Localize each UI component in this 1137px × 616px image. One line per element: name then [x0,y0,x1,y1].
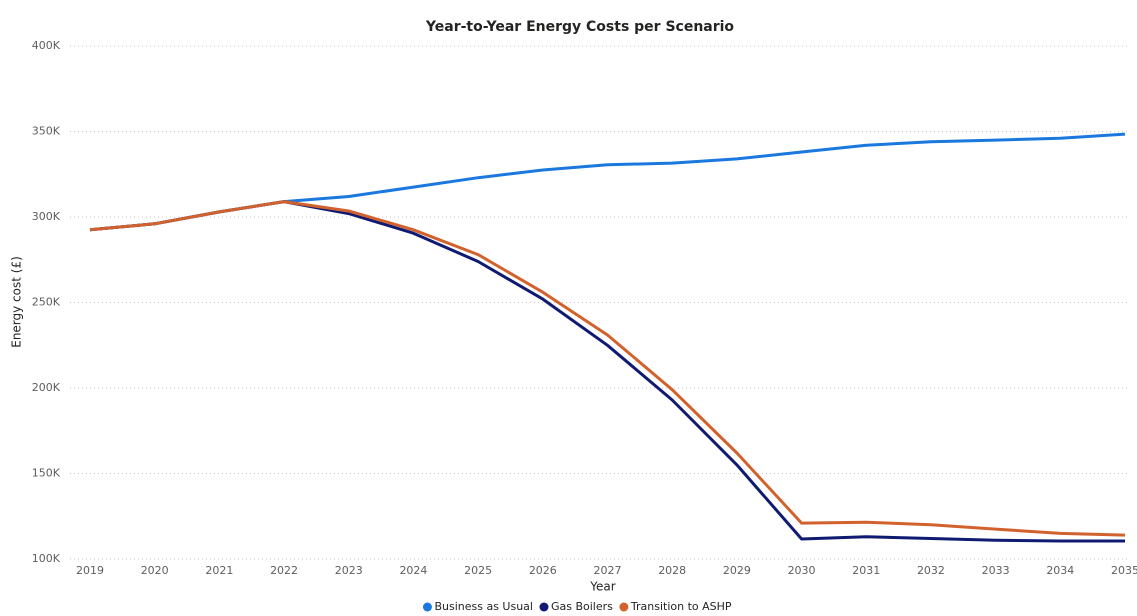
legend: Business as Usual Gas Boilers Transition t… [422,600,732,613]
x-tick-label: 2025 [464,564,492,577]
x-tick-label: 2020 [141,564,169,577]
x-tick-label: 2030 [788,564,816,577]
legend-marker [619,602,629,612]
chart-title: Year-to-Year Energy Costs per Scenario [425,19,735,35]
y-tick-label: 200K [32,381,61,394]
y-tick-label: 100K [32,552,61,565]
x-axis-title: Year [589,580,615,594]
x-tick-label: 2034 [1046,564,1074,577]
x-tick-label: 2033 [982,564,1010,577]
x-tick-label: 2022 [270,564,298,577]
legend-label: Gas Boilers [551,600,613,613]
y-tick-label: 350K [32,125,61,138]
legend-label: Business as Usual [434,600,533,613]
x-tick-label: 2029 [723,564,751,577]
y-tick-label: 300K [32,210,61,223]
x-tick-label: 2026 [529,564,557,577]
legend-marker [422,602,432,612]
line-series [89,200,1125,543]
x-tick-label: 2027 [594,564,622,577]
x-tick-label: 2032 [917,564,945,577]
y-tick-label: 150K [32,467,61,480]
x-tick-label: 2024 [399,564,427,577]
x-tick-label: 2021 [205,564,233,577]
x-tick-label: 2031 [852,564,880,577]
line-series [89,200,1126,537]
y-tick-label: 400K [32,39,61,52]
legend-label: Transition to ASHP [630,600,732,613]
line-series [89,132,1126,232]
y-axis-title: Energy cost (£) [10,256,24,348]
y-tick-label: 250K [32,296,61,309]
x-tick-label: 2019 [76,564,104,577]
x-tick-label: 2023 [335,564,363,577]
legend-marker [539,602,549,612]
x-tick-label: 2028 [658,564,686,577]
x-tick-label: 2035 [1111,564,1137,577]
